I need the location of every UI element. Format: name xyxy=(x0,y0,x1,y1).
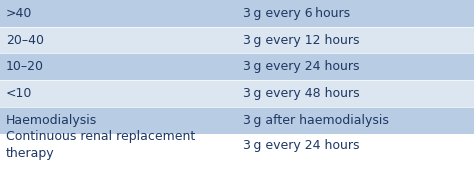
Text: 20–40: 20–40 xyxy=(6,34,44,47)
Bar xyxy=(0,80,474,107)
Text: Haemodialysis: Haemodialysis xyxy=(6,114,97,127)
Text: 3 g every 6 hours: 3 g every 6 hours xyxy=(243,7,350,20)
Text: 3 g every 24 hours: 3 g every 24 hours xyxy=(243,139,359,152)
Text: >40: >40 xyxy=(6,7,32,20)
Bar xyxy=(0,0,474,27)
Bar xyxy=(0,107,474,134)
Bar xyxy=(0,53,474,80)
Bar xyxy=(0,134,474,187)
Text: <10: <10 xyxy=(6,87,32,100)
Text: 3 g every 12 hours: 3 g every 12 hours xyxy=(243,34,359,47)
Text: 10–20: 10–20 xyxy=(6,60,44,73)
Bar xyxy=(0,27,474,53)
Text: 3 g every 24 hours: 3 g every 24 hours xyxy=(243,60,359,73)
Text: 3 g after haemodialysis: 3 g after haemodialysis xyxy=(243,114,389,127)
Text: 3 g every 48 hours: 3 g every 48 hours xyxy=(243,87,360,100)
Text: Continuous renal replacement
therapy: Continuous renal replacement therapy xyxy=(6,130,195,160)
